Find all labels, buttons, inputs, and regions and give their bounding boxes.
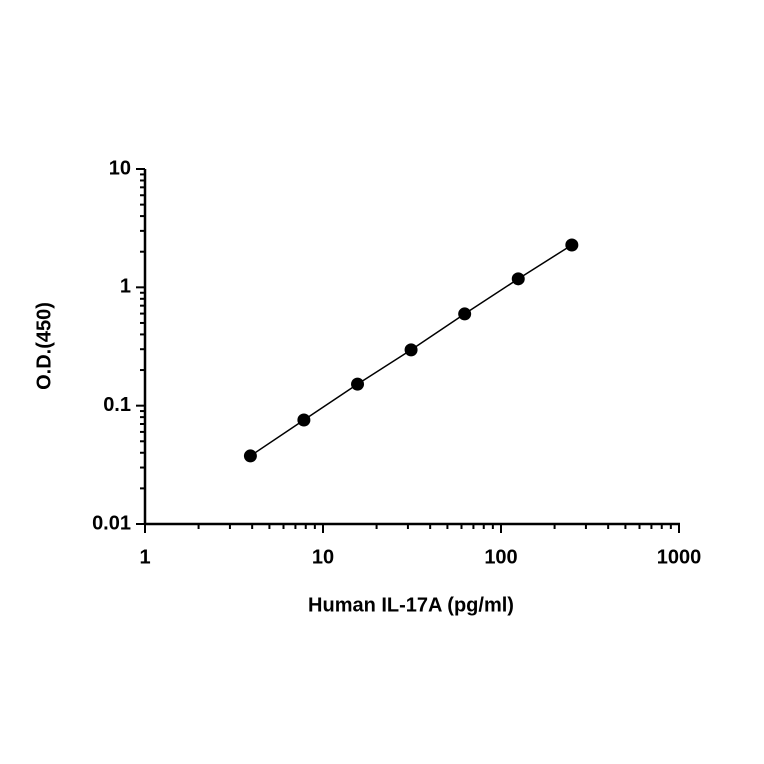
point: [565, 238, 579, 252]
y-tick-label: 10: [109, 157, 131, 179]
point: [458, 307, 472, 321]
point: [297, 413, 311, 427]
point: [511, 272, 525, 286]
x-tick-label: 100: [484, 546, 517, 568]
x-tick-label: 10: [312, 546, 334, 568]
x-tick-label: 1: [139, 546, 150, 568]
point: [404, 343, 418, 357]
y-tick-label: 0.01: [92, 512, 131, 534]
y-tick-label: 0.1: [103, 394, 131, 416]
x-tick-label: 1000: [657, 546, 702, 568]
x-axis-label: Human IL-17A (pg/ml): [308, 594, 514, 616]
y-tick-label: 1: [120, 276, 131, 298]
point: [351, 377, 365, 391]
y-axis-label: O.D.(450): [33, 302, 55, 390]
point: [243, 449, 257, 463]
